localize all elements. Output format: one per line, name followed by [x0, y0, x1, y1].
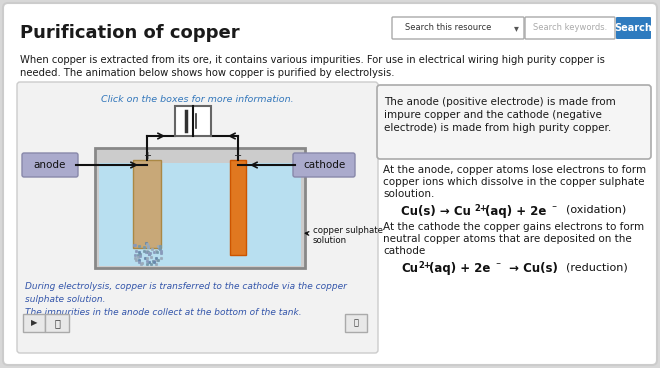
Text: The anode (positive electrode) is made from: The anode (positive electrode) is made f… [384, 97, 616, 107]
Text: needed. The animation below shows how copper is purified by electrolysis.: needed. The animation below shows how co… [20, 68, 395, 78]
Text: ⁻: ⁻ [551, 204, 556, 214]
Text: −: − [234, 151, 242, 161]
Text: Search this resource: Search this resource [405, 24, 491, 32]
Text: soloution.: soloution. [383, 189, 434, 199]
Text: (aq) + 2e: (aq) + 2e [429, 262, 490, 275]
Text: impure copper and the cathode (negative: impure copper and the cathode (negative [384, 110, 602, 120]
Text: +: + [143, 151, 151, 161]
Text: When copper is extracted from its ore, it contains various impurities. For use i: When copper is extracted from its ore, i… [20, 55, 605, 65]
Text: electrode) is made from high purity copper.: electrode) is made from high purity copp… [384, 123, 611, 133]
Bar [133, 160, 161, 248]
FancyBboxPatch shape [3, 3, 657, 365]
Bar [95, 148, 305, 268]
Bar [175, 106, 211, 136]
Text: sulphate solution.: sulphate solution. [25, 295, 106, 304]
Text: neutral copper atoms that are deposited on the: neutral copper atoms that are deposited … [383, 234, 632, 244]
Text: During electrolysis, copper is transferred to the cathode via the copper: During electrolysis, copper is transferr… [25, 282, 347, 291]
Text: 2+: 2+ [418, 261, 431, 270]
Text: 2+: 2+ [474, 204, 487, 213]
Text: (aq) + 2e: (aq) + 2e [485, 205, 546, 218]
Text: cathode: cathode [383, 246, 425, 256]
Text: Cu(s) → Cu: Cu(s) → Cu [401, 205, 471, 218]
Text: At the anode, copper atoms lose electrons to form: At the anode, copper atoms lose electron… [383, 165, 646, 175]
Text: anode: anode [34, 160, 66, 170]
FancyBboxPatch shape [23, 314, 45, 332]
FancyBboxPatch shape [293, 153, 355, 177]
FancyBboxPatch shape [45, 314, 69, 332]
Text: Purification of copper: Purification of copper [20, 24, 240, 42]
Text: The impurities in the anode collect at the bottom of the tank.: The impurities in the anode collect at t… [25, 308, 302, 317]
Text: → Cu(s): → Cu(s) [505, 262, 558, 275]
Text: cathode: cathode [303, 160, 345, 170]
Text: ⛶: ⛶ [354, 318, 358, 328]
FancyBboxPatch shape [616, 17, 651, 39]
Text: Search: Search [614, 23, 652, 33]
Text: Click on the boxes for more information.: Click on the boxes for more information. [101, 95, 293, 103]
FancyBboxPatch shape [377, 85, 651, 159]
Text: ⏮: ⏮ [54, 318, 60, 328]
FancyBboxPatch shape [17, 82, 378, 353]
FancyBboxPatch shape [345, 314, 367, 332]
Text: (oxidation): (oxidation) [566, 205, 626, 215]
Text: (reduction): (reduction) [566, 262, 628, 272]
Text: Cu: Cu [401, 262, 418, 275]
Bar [99, 163, 301, 266]
Text: copper ions which dissolve in the copper sulphate: copper ions which dissolve in the copper… [383, 177, 645, 187]
Bar [230, 160, 246, 255]
Text: At the cathode the copper gains electrons to form: At the cathode the copper gains electron… [383, 222, 644, 232]
Text: ▶: ▶ [31, 318, 37, 328]
Text: ⁻: ⁻ [495, 261, 500, 271]
FancyBboxPatch shape [525, 17, 615, 39]
Text: Search keywords.: Search keywords. [533, 24, 607, 32]
Text: copper sulphate
solution: copper sulphate solution [306, 226, 383, 245]
Text: ▾: ▾ [513, 23, 519, 33]
FancyBboxPatch shape [22, 153, 78, 177]
FancyBboxPatch shape [392, 17, 524, 39]
